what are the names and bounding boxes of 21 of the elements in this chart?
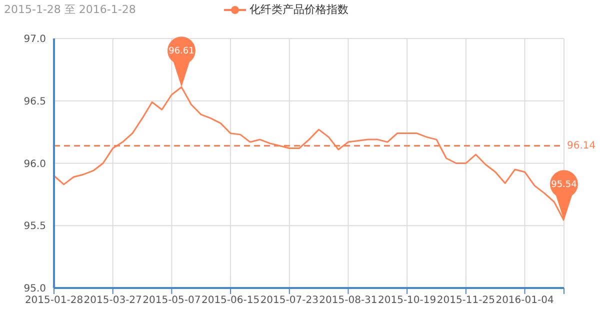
x-tick-label: 2015-11-25	[436, 295, 495, 306]
y-tick-label: 97.0	[24, 34, 46, 46]
y-tick-label: 95.0	[24, 284, 46, 295]
annotation: 95.54	[551, 180, 578, 190]
x-tick-label: 2016-01-04	[496, 295, 554, 306]
y-tick-label: 96.0	[24, 158, 46, 170]
x-tick-label: 2015-05-07	[142, 295, 201, 306]
ref-line-label: 96.14	[567, 140, 596, 152]
map-pin-icon: 96.61	[168, 36, 196, 88]
x-tick-label: 2015-08-31	[319, 295, 378, 306]
x-tick-label: 2015-10-19	[378, 295, 436, 306]
annotation: 96.61	[168, 46, 194, 57]
x-tick-label: 2015-06-15	[201, 295, 260, 306]
map-pin-icon: 95.54	[550, 170, 578, 221]
chart-subtitle: 2015-1-28 至 2016-1-28	[4, 2, 136, 17]
x-tick-label: 2015-07-23	[260, 295, 318, 306]
y-tick-label: 96.5	[24, 96, 46, 108]
x-tick-label: 2015-03-27	[84, 295, 142, 306]
legend-label: 化纤类产品价格指数	[248, 2, 348, 17]
x-tick-label: 2015-01-28	[24, 295, 84, 306]
y-tick-label: 95.5	[24, 221, 46, 232]
